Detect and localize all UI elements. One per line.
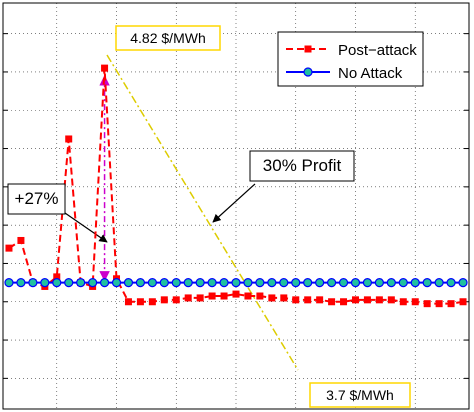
legend-label-post-attack: Post−attack bbox=[338, 42, 417, 59]
point-post-attack bbox=[292, 296, 300, 304]
annotation-arrows bbox=[64, 54, 299, 371]
point-post-attack bbox=[280, 294, 288, 302]
point-no-attack bbox=[267, 278, 277, 288]
legend: Post−attack No Attack bbox=[277, 31, 424, 87]
point-post-attack bbox=[172, 296, 180, 304]
point-no-attack bbox=[171, 278, 181, 288]
point-no-attack bbox=[303, 278, 313, 288]
point-no-attack bbox=[88, 278, 98, 288]
point-no-attack bbox=[219, 278, 229, 288]
legend-label-no-attack: No Attack bbox=[338, 65, 403, 82]
point-no-attack bbox=[338, 278, 349, 288]
point-no-attack bbox=[76, 278, 86, 288]
profit-label-box: 30% Profit bbox=[249, 150, 355, 182]
peak-label-box: 4.82 $/MWh bbox=[115, 25, 221, 51]
point-no-attack bbox=[422, 278, 432, 288]
point-post-attack bbox=[268, 294, 276, 302]
point-post-attack bbox=[447, 300, 455, 308]
point-no-attack bbox=[99, 278, 110, 288]
point-no-attack bbox=[243, 278, 253, 288]
point-no-attack bbox=[4, 278, 14, 288]
point-post-attack bbox=[220, 292, 228, 300]
point-post-attack bbox=[5, 244, 13, 252]
point-post-attack bbox=[304, 296, 312, 304]
point-post-attack bbox=[435, 300, 443, 308]
point-post-attack bbox=[387, 296, 395, 304]
point-post-attack bbox=[459, 298, 467, 306]
point-post-attack bbox=[208, 292, 216, 300]
point-no-attack bbox=[111, 278, 122, 288]
point-no-attack bbox=[362, 278, 373, 288]
point-no-attack bbox=[458, 278, 468, 288]
point-post-attack bbox=[328, 298, 336, 306]
point-no-attack bbox=[350, 278, 361, 288]
point-post-attack bbox=[196, 294, 204, 302]
increase-label: +27% bbox=[15, 189, 59, 208]
point-no-attack bbox=[410, 278, 420, 288]
point-post-attack bbox=[124, 298, 132, 306]
base-label: 3.7 $/MWh bbox=[326, 387, 394, 403]
plot-frame bbox=[2, 2, 470, 410]
point-post-attack bbox=[136, 298, 144, 306]
point-post-attack bbox=[244, 292, 252, 300]
point-no-attack bbox=[386, 278, 396, 288]
legend-entry-no-attack: No Attack bbox=[286, 65, 403, 82]
increase-label-box: +27% bbox=[7, 183, 66, 215]
point-no-attack bbox=[16, 278, 26, 288]
point-post-attack bbox=[65, 135, 73, 143]
point-no-attack bbox=[195, 278, 205, 288]
point-no-attack bbox=[207, 278, 217, 288]
point-post-attack bbox=[375, 296, 383, 304]
point-no-attack bbox=[446, 278, 456, 288]
point-no-attack bbox=[159, 278, 169, 288]
point-post-attack bbox=[399, 298, 407, 306]
peak-label: 4.82 $/MWh bbox=[130, 30, 205, 46]
point-no-attack bbox=[255, 278, 265, 288]
point-post-attack bbox=[411, 298, 419, 306]
point-no-attack bbox=[434, 278, 444, 288]
point-no-attack bbox=[40, 278, 50, 288]
series-layer bbox=[4, 64, 468, 308]
point-no-attack bbox=[291, 278, 301, 288]
point-no-attack bbox=[135, 278, 146, 288]
point-no-attack bbox=[123, 278, 134, 288]
point-post-attack bbox=[351, 296, 359, 304]
point-post-attack bbox=[101, 64, 109, 72]
point-no-attack bbox=[279, 278, 289, 288]
point-no-attack bbox=[315, 278, 325, 288]
point-post-attack bbox=[363, 296, 371, 304]
point-post-attack bbox=[160, 296, 168, 304]
point-post-attack bbox=[340, 298, 348, 306]
point-no-attack bbox=[374, 278, 384, 288]
point-post-attack bbox=[148, 298, 156, 306]
point-no-attack bbox=[147, 278, 157, 288]
point-post-attack bbox=[17, 236, 25, 244]
profit-label: 30% Profit bbox=[263, 156, 342, 175]
point-no-attack bbox=[231, 278, 241, 288]
point-post-attack bbox=[256, 292, 264, 300]
point-no-attack bbox=[326, 278, 337, 288]
profit-connector bbox=[106, 54, 299, 371]
point-post-attack bbox=[316, 296, 324, 304]
point-no-attack bbox=[398, 278, 408, 288]
point-no-attack bbox=[183, 278, 193, 288]
point-post-attack bbox=[423, 300, 431, 308]
point-post-attack bbox=[53, 273, 61, 281]
point-no-attack bbox=[52, 278, 62, 288]
legend-marker-post-attack bbox=[304, 45, 312, 53]
point-no-attack bbox=[64, 278, 74, 288]
point-no-attack bbox=[28, 278, 38, 288]
point-post-attack bbox=[184, 294, 192, 302]
legend-entry-post-attack: Post−attack bbox=[286, 42, 417, 59]
point-post-attack bbox=[232, 290, 240, 298]
base-label-box: 3.7 $/MWh bbox=[309, 382, 411, 408]
legend-marker-no-attack bbox=[303, 67, 313, 77]
increase-pointer bbox=[64, 212, 108, 243]
profit-pointer bbox=[212, 183, 256, 223]
grid-lines bbox=[3, 3, 469, 409]
